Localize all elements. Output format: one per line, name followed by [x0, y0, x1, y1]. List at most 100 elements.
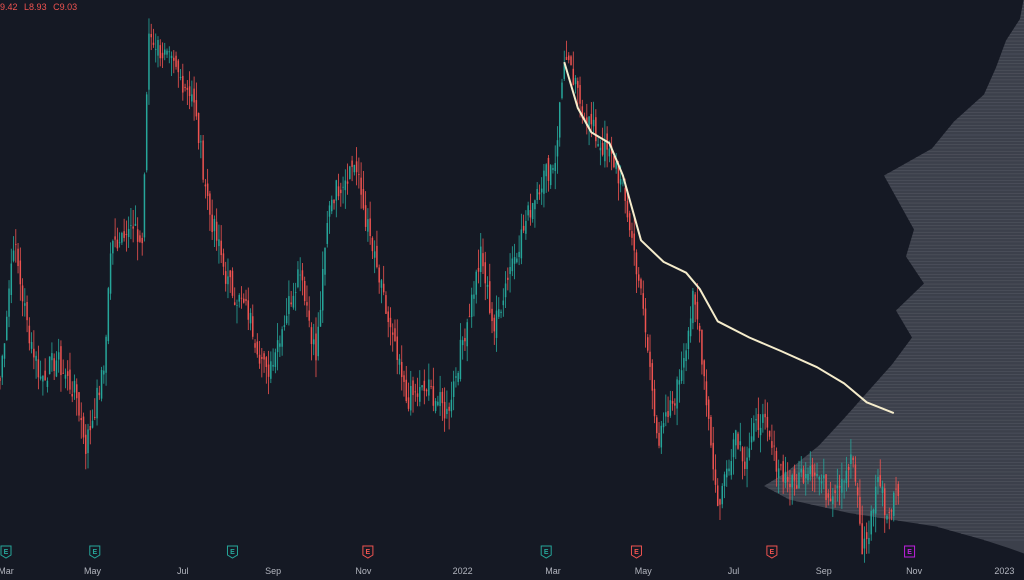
candle-body — [719, 499, 721, 505]
candle-body — [847, 466, 850, 470]
candle-body — [326, 222, 329, 244]
candle-body — [597, 143, 599, 147]
candle-body — [886, 515, 888, 520]
candle-body — [859, 496, 861, 524]
candle-body — [200, 141, 202, 143]
candle-body — [861, 523, 863, 555]
candle-body — [877, 476, 879, 483]
candle-body — [730, 461, 733, 476]
candle-body — [665, 412, 667, 417]
candle-body — [789, 483, 791, 488]
candle-body — [432, 386, 435, 406]
candle-body — [157, 39, 159, 56]
candle-body — [367, 219, 369, 232]
candle-body — [15, 244, 17, 246]
candle-body — [267, 364, 270, 377]
candle-body — [195, 100, 198, 117]
candle-body — [464, 337, 466, 342]
candle-body — [491, 308, 493, 322]
candle-body — [540, 188, 543, 193]
earnings-marker-box — [362, 545, 374, 559]
candle-body — [236, 305, 238, 306]
candle-body — [252, 316, 254, 337]
candle-body — [838, 486, 841, 488]
candle-body — [721, 485, 723, 505]
candle-body — [233, 302, 236, 305]
candle-body — [852, 457, 854, 460]
candle-body — [592, 119, 595, 127]
candle-body — [827, 493, 830, 498]
candle-body — [107, 288, 110, 342]
candle-body — [35, 355, 37, 361]
earnings-marker-label: E — [770, 549, 775, 556]
candle-body — [563, 63, 565, 79]
candle-body — [744, 461, 746, 470]
candle-body — [755, 419, 757, 421]
candle-body — [71, 394, 73, 397]
candle-body — [344, 180, 347, 191]
candle-body — [80, 418, 83, 421]
candle-body — [669, 400, 672, 416]
candle-body — [218, 239, 220, 247]
candle-body — [671, 401, 674, 404]
candle-body — [75, 384, 78, 399]
candle-body — [565, 56, 568, 61]
candle-body — [881, 486, 884, 494]
candle-body — [732, 439, 735, 458]
candle-body — [82, 416, 85, 438]
candle-body — [100, 370, 103, 399]
x-tick-label: Jul — [728, 566, 740, 576]
earnings-marker-box — [904, 545, 916, 558]
candle-body — [310, 327, 313, 345]
candle-body — [10, 263, 13, 296]
candle-body — [28, 325, 31, 344]
candle-body — [364, 205, 367, 227]
earnings-marker-box — [226, 545, 238, 559]
candle-body — [319, 309, 322, 327]
candle-body — [85, 434, 87, 454]
candle-body — [243, 298, 245, 303]
candle-body — [689, 318, 692, 337]
candle-body — [446, 408, 448, 415]
candle-body — [561, 82, 563, 99]
candle-body — [425, 389, 428, 392]
earnings-marker-box — [89, 545, 101, 559]
candle-body — [829, 498, 832, 502]
candle-body — [170, 55, 173, 59]
candle-body — [437, 401, 439, 406]
candle-body — [635, 252, 638, 275]
candle-body — [552, 168, 554, 170]
earnings-marker-label: E — [634, 549, 639, 556]
time-axis: Mar May Jul Sep Nov 2022 Mar May Jul Sep Nov 2023 — [0, 566, 1014, 576]
candle-body — [130, 225, 132, 226]
x-tick-label: Sep — [265, 566, 281, 576]
candle-body — [568, 55, 570, 61]
candle-body — [678, 380, 681, 385]
x-tick-label: Sep — [816, 566, 832, 576]
candle-body — [48, 356, 51, 375]
candle-body — [398, 358, 401, 365]
candle-body — [39, 376, 42, 379]
candle-body — [728, 468, 730, 472]
candle-body — [371, 237, 374, 252]
candle-body — [716, 485, 719, 506]
candle-body — [897, 483, 900, 496]
candle-body — [17, 248, 19, 267]
candle-body — [590, 113, 593, 125]
candle-body — [802, 469, 805, 483]
candle-body — [249, 312, 252, 324]
candle-body — [536, 188, 538, 200]
candle-body — [836, 485, 839, 489]
candle-body — [804, 473, 807, 479]
candle-body — [613, 156, 615, 168]
candle-body — [726, 468, 728, 478]
candle-body — [556, 140, 559, 157]
candle-body — [811, 464, 814, 477]
earnings-marker-box — [630, 545, 642, 559]
candle-body — [683, 357, 685, 368]
earnings-marker-label: E — [230, 549, 235, 556]
candle-body — [261, 357, 263, 359]
candle-body — [173, 57, 175, 61]
